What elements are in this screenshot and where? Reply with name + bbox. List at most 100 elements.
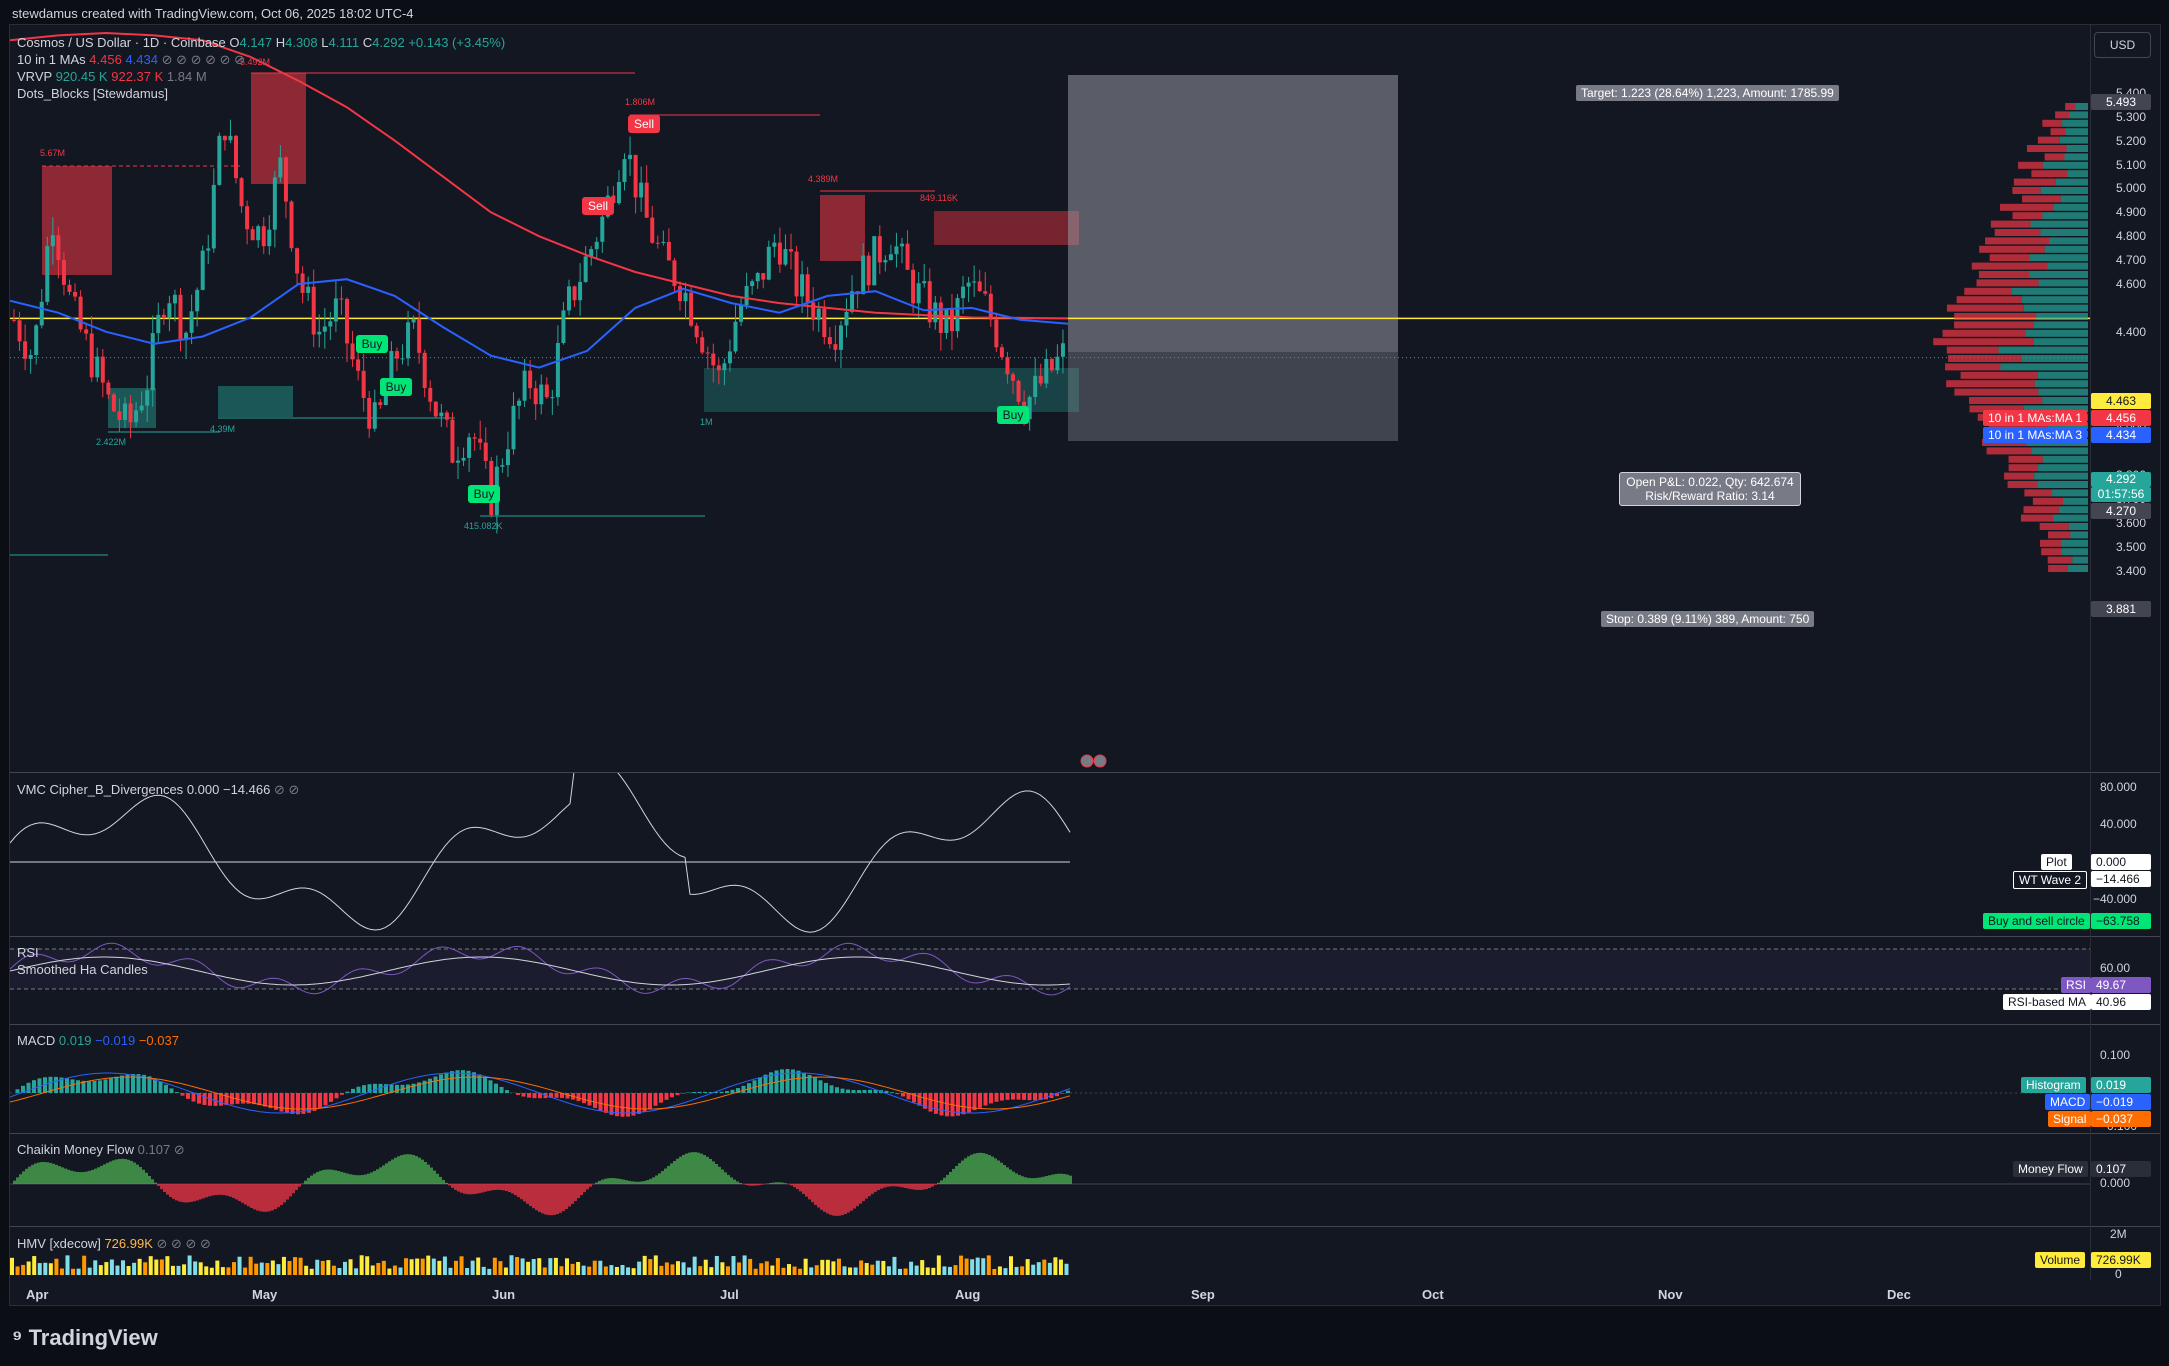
- ma-hidden-icons: ⊘ ⊘ ⊘ ⊘ ⊘ ⊘: [161, 52, 246, 67]
- target-label[interactable]: Target: 1.223 (28.64%) 1,223, Amount: 17…: [1576, 85, 1839, 101]
- macd-histogram-bar: [318, 1093, 322, 1109]
- volume-bar: [598, 1260, 603, 1275]
- macd-histogram-bar: [549, 1093, 553, 1098]
- vmc-cipher-pane[interactable]: [10, 773, 2090, 935]
- cmf-area-bar: [157, 1184, 160, 1186]
- macd-histogram-bar: [653, 1093, 658, 1106]
- macd-histogram-bar: [538, 1093, 542, 1099]
- cmf-area-bar: [319, 1170, 322, 1184]
- pane-divider[interactable]: [10, 1024, 2160, 1025]
- vrvp-bar-up: [2030, 220, 2088, 228]
- vrvp-bar-down: [1946, 304, 2024, 312]
- candle-body: [23, 341, 28, 359]
- currency-button[interactable]: USD: [2094, 32, 2151, 58]
- candle-body: [439, 412, 444, 417]
- pnl-box[interactable]: Open P&L: 0.022, Qty: 642.674 Risk/Rewar…: [1619, 472, 1801, 506]
- cmf-area-bar: [910, 1184, 913, 1190]
- cmf-area-bar: [424, 1161, 427, 1184]
- pane-divider[interactable]: [10, 936, 2160, 937]
- candle-body: [850, 291, 855, 312]
- cmf-area-bar: [961, 1160, 964, 1184]
- volume-bar: [492, 1257, 497, 1275]
- macd-histogram-bar: [384, 1084, 388, 1093]
- cmf-area-bar: [886, 1184, 889, 1187]
- volume-bar: [93, 1260, 98, 1275]
- macd-histogram-bar: [219, 1093, 223, 1106]
- cmf-area-bar: [19, 1174, 22, 1184]
- macd-histogram-bar: [532, 1093, 537, 1099]
- volume-bar: [243, 1267, 248, 1275]
- volume-bar: [487, 1268, 492, 1275]
- cmf-area-bar: [802, 1184, 805, 1194]
- cmf-area-bar: [430, 1167, 433, 1184]
- tradingview-logo[interactable]: ⁹ TradingView: [12, 1325, 158, 1351]
- volume-bar: [753, 1268, 758, 1275]
- cmf-area-bar: [313, 1173, 316, 1184]
- pane-divider[interactable]: [10, 1226, 2160, 1227]
- vrvp-bar-down: [1969, 405, 2024, 413]
- volume-bar: [975, 1257, 980, 1275]
- hmv-volume-pane[interactable]: [10, 1227, 2090, 1279]
- pane-divider[interactable]: [10, 772, 2160, 773]
- volume-bar: [970, 1259, 975, 1275]
- candle-body: [239, 178, 244, 207]
- last-price-tag: 4.292: [2091, 472, 2151, 487]
- cmf-area-bar: [232, 1184, 235, 1199]
- macd-histogram-bar: [659, 1093, 663, 1103]
- candle-body: [672, 260, 677, 287]
- main-price-chart[interactable]: Buy Buy Buy Buy Sell Sell 5.67M 5.492M 1.806M 4.3…: [10, 25, 2090, 770]
- macd-histogram-bar: [202, 1093, 207, 1105]
- pane-divider[interactable]: [10, 1133, 2160, 1134]
- volume-bar: [853, 1267, 858, 1275]
- macd-histogram-bar: [1011, 1093, 1015, 1100]
- rsi-pane[interactable]: [10, 937, 2090, 1023]
- cmf-area-bar: [775, 1182, 778, 1184]
- volume-bar: [803, 1258, 808, 1275]
- volume-bar: [981, 1258, 986, 1275]
- macd-histogram-bar: [70, 1079, 75, 1093]
- macd-histogram-bar: [43, 1077, 47, 1093]
- symbol-name[interactable]: Cosmos / US Dollar · 1D · Coinbase: [17, 35, 226, 50]
- cmf-legend[interactable]: Chaikin Money Flow 0.107 ⊘: [17, 1142, 185, 1158]
- cmf-area-bar: [1051, 1174, 1054, 1184]
- macd-histogram-bar: [103, 1079, 108, 1093]
- vrvp-bar-down: [2042, 119, 2063, 127]
- macd-histogram-bar: [752, 1080, 757, 1093]
- dots-legend[interactable]: Dots_Blocks [Stewdamus]: [17, 86, 168, 101]
- hmv-legend[interactable]: HMV [xdecow] 726.99K ⊘ ⊘ ⊘ ⊘: [17, 1236, 211, 1252]
- vmc-axis-tick: 80.000: [2100, 780, 2137, 794]
- candle-body: [678, 286, 682, 302]
- vmc-legend[interactable]: VMC Cipher_B_Divergences 0.000 −14.466 ⊘…: [17, 782, 299, 798]
- candle-body: [539, 384, 544, 405]
- candle-body: [367, 397, 372, 429]
- vrvp-bar-down: [2013, 178, 2056, 186]
- macd-histogram-bar: [131, 1074, 135, 1093]
- cmf-pane[interactable]: [10, 1134, 2090, 1225]
- ma1-line: [10, 31, 1069, 320]
- cmf-area-bar: [136, 1164, 139, 1184]
- vrvp-legend[interactable]: VRVP 920.45 K 922.37 K 1.84 M: [17, 69, 207, 84]
- vrvp-name: VRVP: [17, 69, 52, 84]
- volume-bar: [165, 1256, 170, 1275]
- macd-pane[interactable]: [10, 1025, 2090, 1132]
- macd-histogram-bar: [868, 1089, 872, 1093]
- macd-histogram-bar: [147, 1076, 152, 1093]
- cmf-area-bar: [736, 1181, 739, 1184]
- macd-histogram-bar: [1033, 1093, 1037, 1101]
- ma-legend[interactable]: 10 in 1 MAs 4.456 4.434 ⊘ ⊘ ⊘ ⊘ ⊘ ⊘: [17, 52, 245, 68]
- candle-body: [689, 292, 694, 326]
- cmf-area-bar: [640, 1181, 643, 1184]
- cmf-area-bar: [448, 1184, 451, 1186]
- macd-histogram-bar: [477, 1074, 482, 1093]
- price-axis-tick: 5.000: [2115, 181, 2146, 196]
- macd-legend[interactable]: MACD 0.019 −0.019 −0.037: [17, 1033, 179, 1048]
- stop-label[interactable]: Stop: 0.389 (9.11%) 389, Amount: 750: [1601, 611, 1815, 627]
- ha-legend[interactable]: Smoothed Ha Candles: [17, 962, 148, 977]
- rsi-legend[interactable]: RSI: [17, 945, 39, 960]
- cmf-area-bar: [826, 1184, 829, 1214]
- candle-body: [800, 274, 805, 297]
- macd-histogram-bar: [818, 1080, 823, 1093]
- cmf-area-bar: [418, 1157, 421, 1184]
- cmf-area-bar: [70, 1170, 73, 1184]
- cmf-area-bar: [1000, 1162, 1003, 1184]
